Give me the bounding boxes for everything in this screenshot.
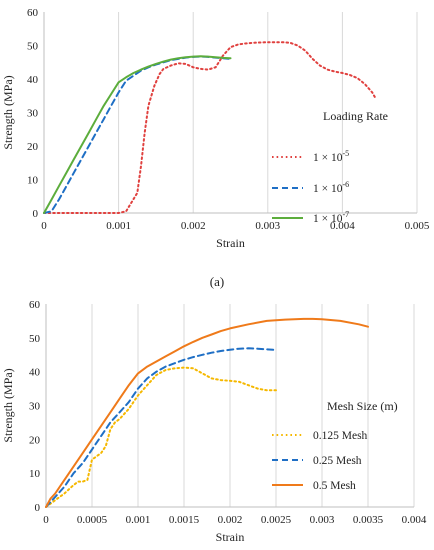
legend: Loading Rate 1 × 10-5 1 × 10-6 1 × 10-7 (272, 109, 388, 225)
y-tick-label: 60 (27, 7, 39, 19)
y-tick-label: 0 (33, 208, 39, 220)
x-axis-title: Strain (216, 236, 245, 250)
x-tick-label: 0.002 (218, 514, 243, 526)
y-tick-label: 20 (27, 141, 39, 153)
x-tick-label: 0.001 (106, 220, 131, 232)
y-tick-label: 50 (29, 333, 41, 345)
y-tick-label: 40 (27, 74, 39, 86)
chart-mesh-size: 0 0.0005 0.001 0.0015 0.002 0.0025 0.003 0.0035… (1, 299, 427, 544)
series-line-3 (45, 317, 369, 508)
x-tick-label: 0.005 (405, 220, 430, 232)
x-tick-label: 0.004 (402, 514, 427, 526)
panel-label-a: (a) (210, 274, 224, 289)
legend-label: 1 × 10-7 (313, 210, 349, 225)
legend: Mesh Size (m) 0.125 Mesh 0.25 Mesh 0.5 Mesh (272, 399, 398, 492)
x-tick-label: 0 (43, 514, 49, 526)
y-tick-label: 20 (29, 434, 41, 446)
series-line-2 (45, 347, 277, 508)
legend-label: 1 × 10-5 (313, 149, 349, 164)
legend-label: 0.25 Mesh (313, 455, 362, 467)
x-tick-label: 0.0005 (77, 514, 108, 526)
y-tick-label: 50 (27, 41, 39, 53)
legend-label: 1 × 10-6 (313, 180, 349, 195)
x-tick-label: 0.003 (255, 220, 280, 232)
x-axis-title: Strain (216, 530, 245, 544)
y-tick-label: 10 (27, 175, 39, 187)
x-tick-label: 0.0035 (353, 514, 384, 526)
y-tick-label: 40 (29, 367, 41, 379)
x-tick-label: 0.0025 (261, 514, 292, 526)
x-tick-label: 0.002 (181, 220, 206, 232)
y-tick-label: 30 (29, 401, 41, 413)
series-line-3 (43, 55, 232, 214)
series-line-1 (43, 41, 377, 214)
legend-label: 0.125 Mesh (313, 430, 368, 442)
y-axis-title: Strength (MPa) (1, 368, 15, 442)
y-tick-label: 60 (29, 299, 41, 311)
legend-label: 0.5 Mesh (313, 480, 356, 492)
x-tick-label: 0.004 (330, 220, 355, 232)
y-tick-label: 10 (29, 468, 41, 480)
legend-title: Loading Rate (323, 109, 388, 123)
y-tick-label: 0 (35, 502, 41, 514)
x-tick-label: 0.0015 (169, 514, 200, 526)
series-line-1 (45, 366, 277, 508)
chart-loading-rate: 0 0.001 0.002 0.003 0.004 0.005 0 10 20 30 40 50 60 S… (1, 7, 430, 250)
y-tick-label: 30 (27, 108, 39, 120)
x-tick-label: 0 (41, 220, 47, 232)
legend-title: Mesh Size (m) (327, 399, 398, 413)
y-axis-title: Strength (MPa) (1, 75, 15, 149)
x-tick-label: 0.001 (126, 514, 151, 526)
x-tick-label: 0.003 (310, 514, 335, 526)
